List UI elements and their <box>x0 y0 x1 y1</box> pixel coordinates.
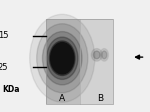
Ellipse shape <box>93 51 100 59</box>
Ellipse shape <box>100 49 108 61</box>
Ellipse shape <box>37 24 88 93</box>
Ellipse shape <box>51 43 74 74</box>
Text: B: B <box>97 94 103 103</box>
Ellipse shape <box>50 41 75 75</box>
Ellipse shape <box>46 37 78 79</box>
Text: A: A <box>59 94 65 103</box>
Ellipse shape <box>102 51 107 59</box>
Text: 25: 25 <box>0 63 8 72</box>
Ellipse shape <box>91 49 102 61</box>
Bar <box>46 19 80 104</box>
Ellipse shape <box>30 14 95 102</box>
Bar <box>46 19 113 104</box>
Bar <box>80 19 113 104</box>
Ellipse shape <box>42 32 82 85</box>
Text: KDa: KDa <box>2 85 19 94</box>
Text: 15: 15 <box>0 31 8 40</box>
